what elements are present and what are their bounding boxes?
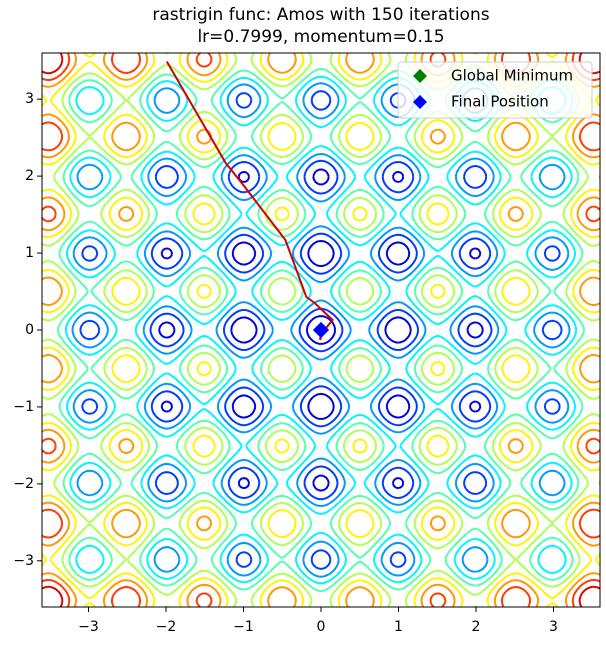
y-tick-label: 1	[25, 245, 34, 261]
chart-title: rastrigin func: Amos with 150 iterations	[152, 5, 489, 25]
x-tick-label: 3	[549, 619, 558, 635]
y-tick-label: 2	[25, 168, 34, 184]
chart-subtitle: lr=0.7999, momentum=0.15	[197, 27, 444, 47]
contour-line	[57, 67, 585, 593]
contour-line	[64, 75, 578, 585]
point-marker	[313, 322, 329, 338]
contour-line	[71, 82, 571, 578]
legend-label: Global Minimum	[451, 67, 573, 85]
y-tick-label: −1	[13, 399, 34, 415]
legend-label: Final Position	[451, 93, 549, 111]
contour-line	[79, 90, 563, 570]
y-tick-label: 0	[25, 322, 34, 338]
y-tick-label: 3	[25, 91, 34, 107]
x-tick-label: 2	[472, 619, 481, 635]
y-tick-label: −3	[13, 553, 34, 569]
contour-line	[158, 168, 484, 492]
x-tick-label: −3	[78, 619, 99, 635]
x-tick-label: −2	[156, 619, 177, 635]
x-tick-label: 1	[394, 619, 403, 635]
contour-layer	[42, 53, 600, 607]
legend-swatch	[413, 69, 427, 83]
y-tick-label: −2	[13, 476, 34, 492]
legend-swatch	[413, 95, 427, 109]
legend-box	[397, 61, 593, 119]
x-tick-label: 0	[317, 619, 326, 635]
contour-line	[42, 53, 600, 607]
x-tick-label: −1	[233, 619, 254, 635]
